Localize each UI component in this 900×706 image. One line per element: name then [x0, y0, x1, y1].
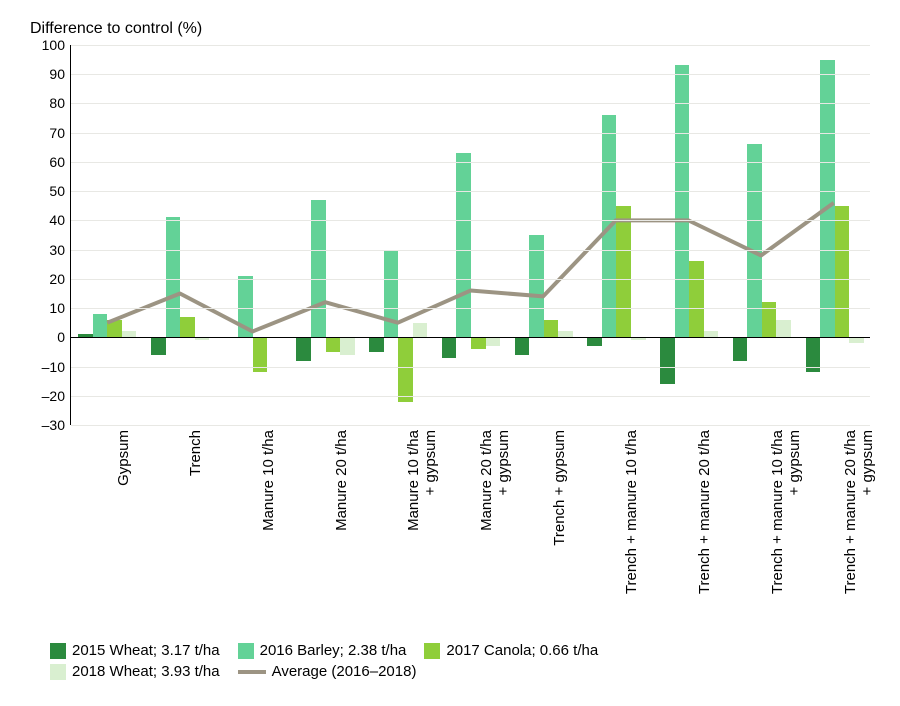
y-axis-title: Difference to control (%)	[30, 20, 202, 38]
x-tick-label: Trench + manure 10 t/ha+ gypsum	[769, 430, 804, 594]
legend-label: 2015 Wheat; 3.17 t/ha	[72, 642, 220, 659]
y-tick-label: 90	[49, 66, 65, 82]
x-tick-label: Trench + manure 20 t/ha	[696, 430, 713, 594]
y-tick-label: 10	[49, 300, 65, 316]
y-tick-label: 100	[42, 37, 65, 53]
x-tick-label: Trench + manure 10 t/ha	[623, 430, 640, 594]
swatch-wheat2018	[50, 664, 66, 680]
legend-item-wheat2015: 2015 Wheat; 3.17 t/ha	[50, 642, 220, 659]
x-tick-label: Trench + manure 20 t/ha+ gypsum	[842, 430, 877, 594]
average-line	[71, 45, 870, 425]
legend-label: 2017 Canola; 0.66 t/ha	[446, 642, 598, 659]
legend-label: 2018 Wheat; 3.93 t/ha	[72, 663, 220, 680]
x-tick-label: Manure 10 t/ha+ gypsum	[405, 430, 440, 531]
legend-label: Average (2016–2018)	[272, 663, 417, 680]
x-tick-label: Trench	[187, 430, 204, 476]
legend-item-barley2016: 2016 Barley; 2.38 t/ha	[238, 642, 407, 659]
swatch-barley2016	[238, 643, 254, 659]
y-tick-label: 70	[49, 125, 65, 141]
legend-item-average: Average (2016–2018)	[238, 663, 417, 680]
x-axis-labels: Gypsum Trench Manure 10 t/ha Manure 20 t/ha…	[70, 430, 870, 650]
x-tick-label: Manure 20 t/ha+ gypsum	[478, 430, 513, 531]
swatch-canola2017	[424, 643, 440, 659]
y-tick-label: 80	[49, 95, 65, 111]
legend-row-1: 2015 Wheat; 3.17 t/ha 2016 Barley; 2.38 …	[50, 642, 598, 659]
y-tick-label: 0	[57, 329, 65, 345]
y-tick-label: –20	[42, 388, 65, 404]
y-tick-label: 40	[49, 212, 65, 228]
x-tick-label: Trench + gypsum	[551, 430, 568, 546]
y-tick-label: 20	[49, 271, 65, 287]
y-tick-label: –10	[42, 359, 65, 375]
chart-container: Difference to control (%) –30–20–1001020…	[20, 20, 880, 686]
x-tick-label: Gypsum	[114, 430, 131, 486]
y-tick-label: 50	[49, 183, 65, 199]
x-tick-label: Manure 10 t/ha	[260, 430, 277, 531]
swatch-average-line	[238, 670, 266, 674]
y-tick-label: 30	[49, 242, 65, 258]
legend-label: 2016 Barley; 2.38 t/ha	[260, 642, 407, 659]
plot-area: –30–20–100102030405060708090100	[70, 45, 870, 425]
swatch-wheat2015	[50, 643, 66, 659]
legend-item-canola2017: 2017 Canola; 0.66 t/ha	[424, 642, 598, 659]
x-tick-label: Manure 20 t/ha	[333, 430, 350, 531]
legend-row-2: 2018 Wheat; 3.93 t/ha Average (2016–2018…	[50, 663, 598, 680]
legend-item-wheat2018: 2018 Wheat; 3.93 t/ha	[50, 663, 220, 680]
y-tick-label: –30	[42, 417, 65, 433]
y-tick-label: 60	[49, 154, 65, 170]
legend: 2015 Wheat; 3.17 t/ha 2016 Barley; 2.38 …	[50, 642, 598, 684]
